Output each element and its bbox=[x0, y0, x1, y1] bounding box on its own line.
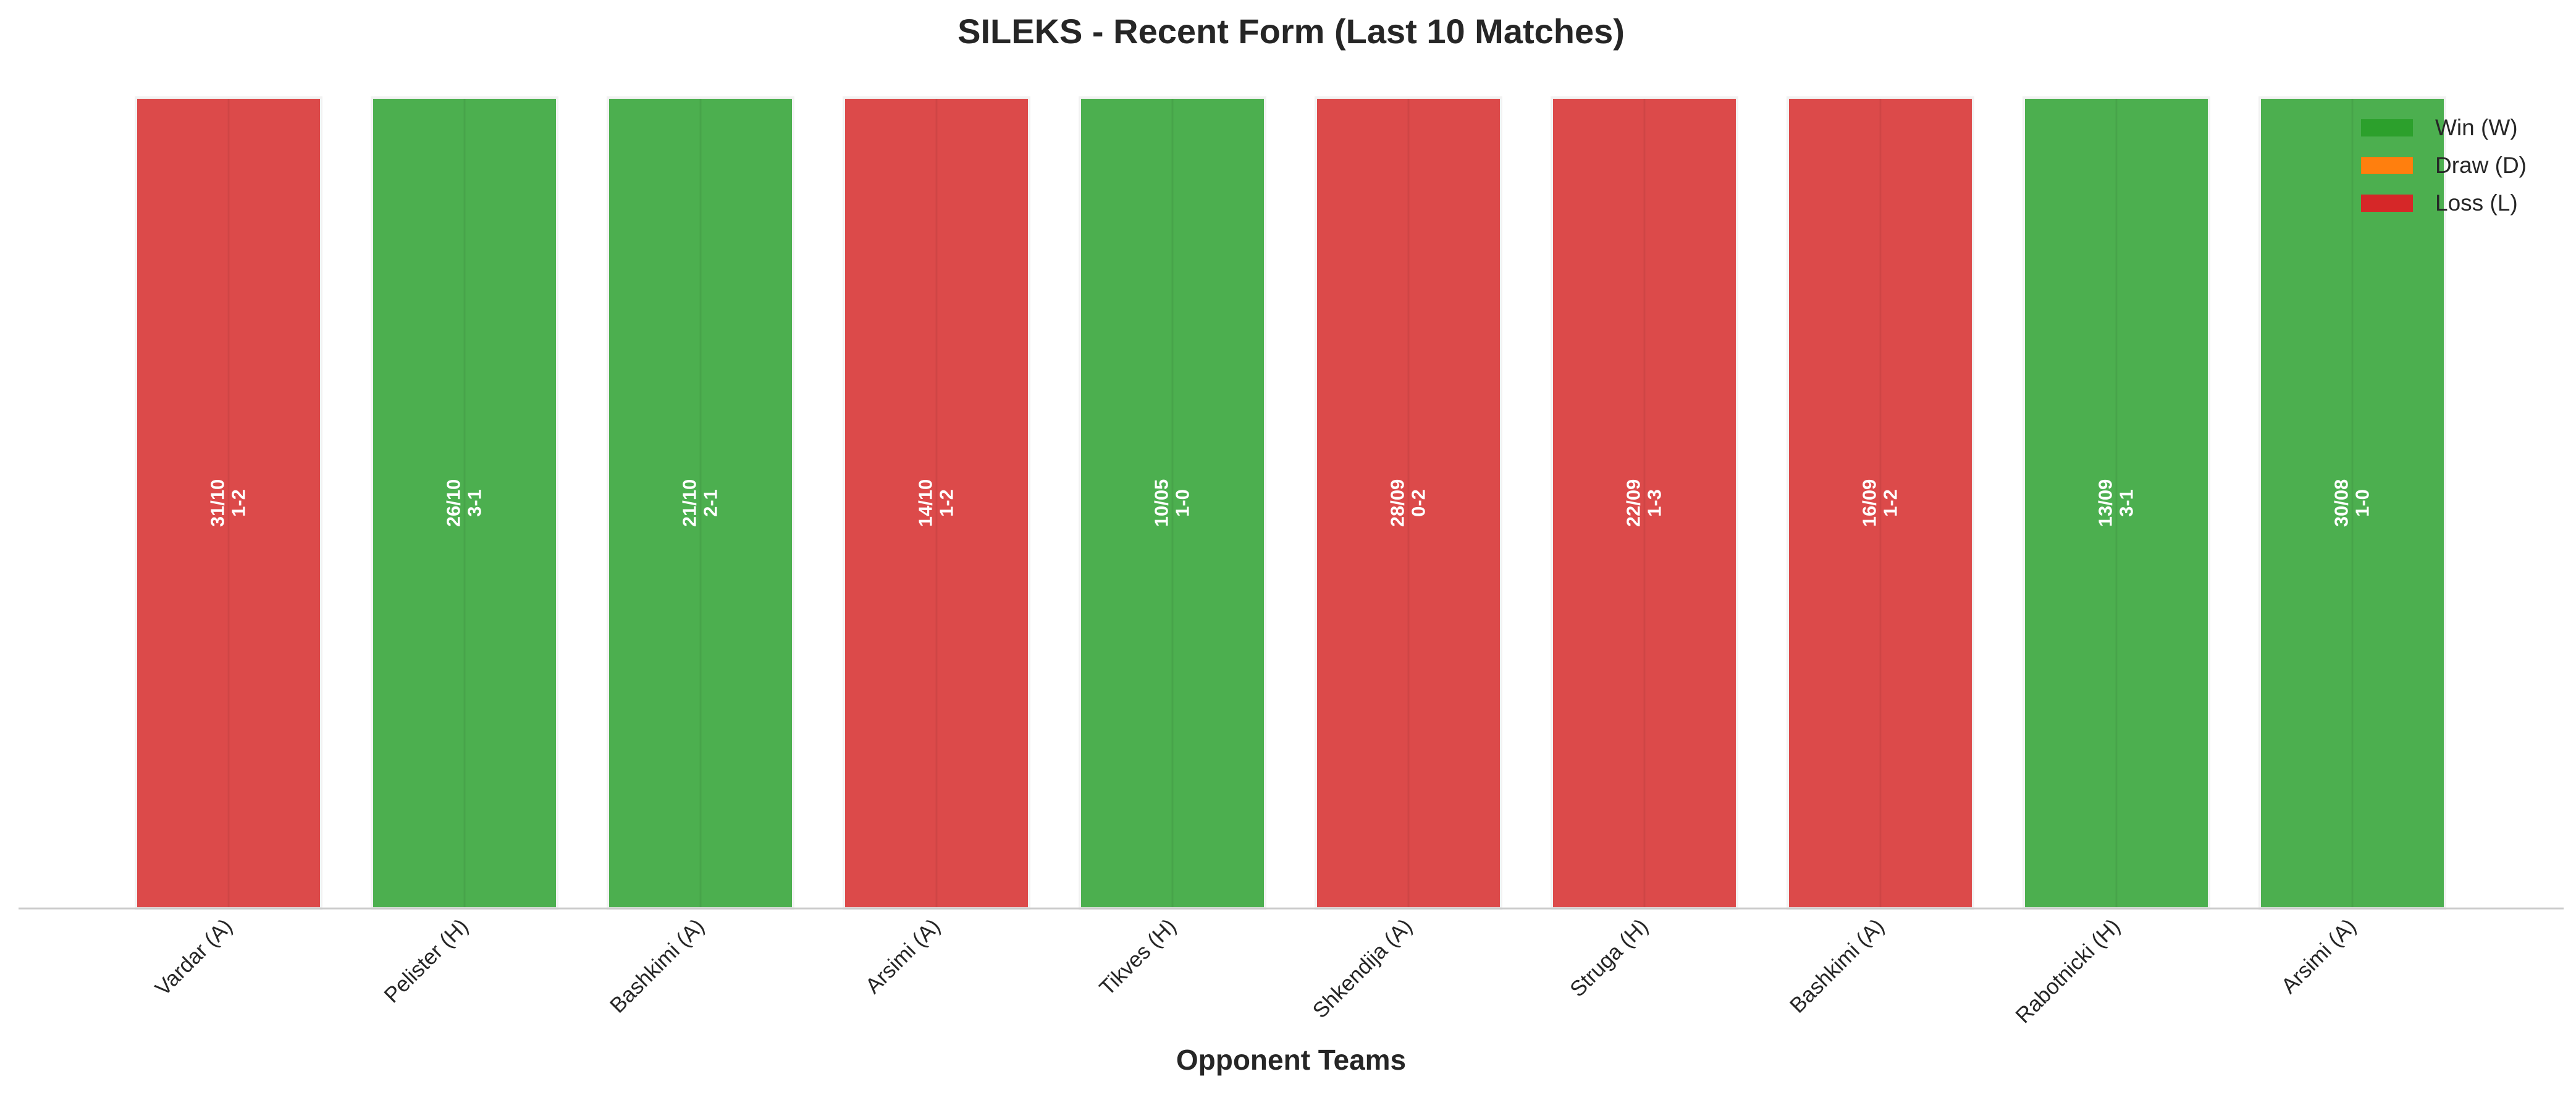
bar-label-score: 1-2 bbox=[935, 489, 957, 517]
bar-group: 14/101-2 bbox=[843, 96, 1030, 910]
legend-swatch bbox=[2361, 119, 2413, 136]
bar-label-date: 21/10 bbox=[678, 479, 700, 527]
bar-label: 16/091-2 bbox=[1858, 479, 1901, 527]
x-tick-labels: Vardar (A) Pelister (H) Bashkimi (A) Arsimi… bbox=[151, 914, 2361, 1028]
x-axis-label: Opponent Teams bbox=[1176, 1044, 1406, 1076]
bar-win bbox=[2258, 96, 2446, 910]
chart-title: SILEKS - Recent Form (Last 10 Matches) bbox=[958, 12, 1625, 51]
bar-label-score: 1-3 bbox=[1643, 489, 1665, 517]
bar-label-date: 26/10 bbox=[442, 479, 464, 527]
bar-loss bbox=[1315, 96, 1502, 910]
bar-group: 28/090-2 bbox=[1315, 96, 1502, 910]
bar-label-date: 10/05 bbox=[1150, 479, 1172, 527]
bar-group: 16/091-2 bbox=[1787, 96, 1974, 910]
x-tick-label: Bashkimi (A) bbox=[1785, 914, 1889, 1018]
bar-group: 10/051-0 bbox=[1079, 96, 1266, 910]
bar-loss bbox=[1551, 96, 1738, 910]
x-tick-label: Bashkimi (A) bbox=[605, 914, 709, 1018]
bar-group: 31/101-2 bbox=[135, 96, 322, 910]
x-tick-label: Arsimi (A) bbox=[2276, 914, 2360, 998]
legend-label: Loss (L) bbox=[2435, 190, 2518, 216]
legend-label: Draw (D) bbox=[2435, 153, 2527, 178]
bars-layer: 31/101-2 26/103-1 21/102-1 14/101-2 10/051-0… bbox=[135, 96, 2446, 910]
bar-label-date: 16/09 bbox=[1858, 479, 1880, 527]
x-tick-label: Tikves (H) bbox=[1095, 914, 1181, 1000]
bar-group: 21/102-1 bbox=[607, 96, 794, 910]
bar-label: 10/051-0 bbox=[1150, 479, 1193, 527]
bar-label-date: 14/10 bbox=[914, 479, 936, 527]
bar-label-date: 13/09 bbox=[2094, 479, 2116, 527]
bar-group: 22/091-3 bbox=[1551, 96, 1738, 910]
bar-label: 22/091-3 bbox=[1622, 479, 1665, 527]
x-tick-label: Arsimi (A) bbox=[861, 914, 945, 998]
x-tick-label: Vardar (A) bbox=[151, 914, 237, 1001]
bar-label: 28/090-2 bbox=[1386, 479, 1429, 527]
bar-label-date: 22/09 bbox=[1622, 479, 1644, 527]
bar-label-score: 1-2 bbox=[1879, 489, 1901, 517]
bar-label: 14/101-2 bbox=[914, 479, 957, 527]
bar-loss bbox=[135, 96, 322, 910]
x-tick-label: Shkendija (A) bbox=[1308, 914, 1417, 1023]
bar-group: 13/093-1 bbox=[2022, 96, 2210, 910]
bar-win bbox=[371, 96, 558, 910]
legend-swatch bbox=[2361, 195, 2413, 212]
bar-label-date: 28/09 bbox=[1386, 479, 1408, 527]
x-tick-label: Pelister (H) bbox=[379, 914, 473, 1007]
bar-label-score: 0-2 bbox=[1407, 489, 1429, 517]
x-tick-label: Rabotnicki (H) bbox=[2011, 914, 2124, 1028]
bar-label-date: 30/08 bbox=[2330, 479, 2352, 527]
bar-win bbox=[607, 96, 794, 910]
legend: Win (W) Draw (D) Loss (L) bbox=[2361, 115, 2527, 216]
bar-label-score: 1-0 bbox=[2351, 489, 2373, 517]
legend-item: Loss (L) bbox=[2361, 190, 2518, 216]
bar-label-score: 3-1 bbox=[463, 489, 485, 517]
bar-label: 21/102-1 bbox=[678, 479, 721, 527]
bar-label-score: 2-1 bbox=[699, 489, 721, 517]
legend-swatch bbox=[2361, 157, 2413, 174]
legend-item: Win (W) bbox=[2361, 115, 2518, 140]
bar-group: 26/103-1 bbox=[371, 96, 558, 910]
bar-label-date: 31/10 bbox=[206, 479, 228, 527]
bar-label: 13/093-1 bbox=[2094, 479, 2137, 527]
bar-label: 31/101-2 bbox=[206, 479, 249, 527]
bar-label-score: 1-0 bbox=[1171, 489, 1193, 517]
x-tick-label: Struga (H) bbox=[1565, 914, 1653, 1002]
bar-win bbox=[1079, 96, 1266, 910]
bar-group: 30/081-0 bbox=[2258, 96, 2446, 910]
bar-label: 26/103-1 bbox=[442, 479, 485, 527]
bar-label-score: 1-2 bbox=[227, 489, 249, 517]
legend-item: Draw (D) bbox=[2361, 153, 2527, 178]
bar-loss bbox=[843, 96, 1030, 910]
bar-label: 30/081-0 bbox=[2330, 479, 2373, 527]
legend-label: Win (W) bbox=[2435, 115, 2518, 140]
bar-label-score: 3-1 bbox=[2115, 489, 2137, 517]
